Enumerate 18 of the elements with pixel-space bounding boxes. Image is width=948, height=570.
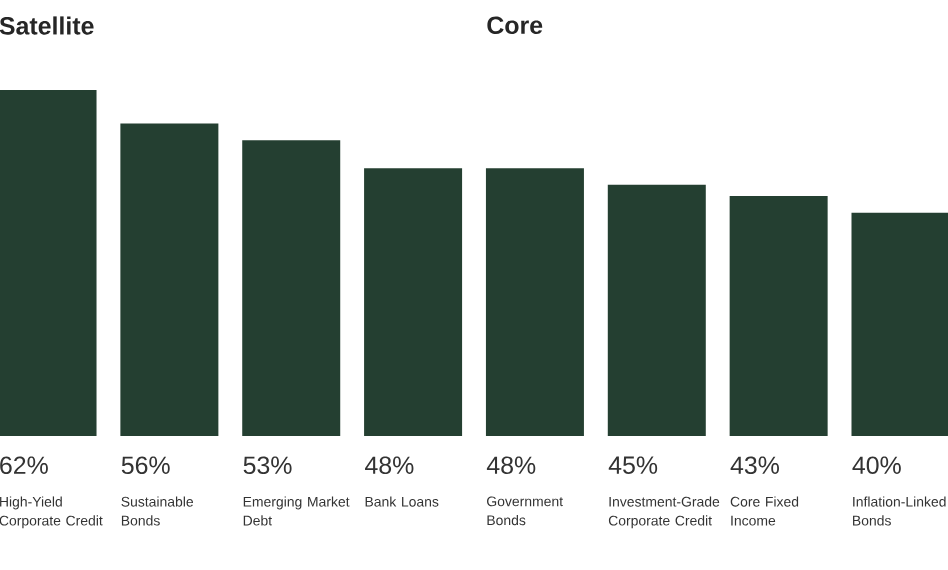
data-label: 53%	[243, 456, 292, 475]
bar	[364, 168, 463, 436]
data-label: 48%	[365, 456, 414, 475]
data-label: 62%	[0, 456, 48, 475]
bar	[242, 140, 341, 436]
text: Core	[487, 16, 543, 35]
data-label: 45%	[608, 456, 658, 474]
bar	[485, 168, 584, 436]
bar	[851, 212, 948, 436]
data-label: 48%	[486, 456, 536, 475]
bar	[729, 196, 828, 436]
data-label: 43%	[730, 456, 779, 475]
data-label: 56%	[121, 456, 170, 475]
bar	[120, 123, 219, 436]
data-label: 40%	[852, 456, 901, 475]
bar	[0, 90, 97, 436]
bar	[607, 184, 706, 436]
text: Satellite	[0, 16, 94, 35]
